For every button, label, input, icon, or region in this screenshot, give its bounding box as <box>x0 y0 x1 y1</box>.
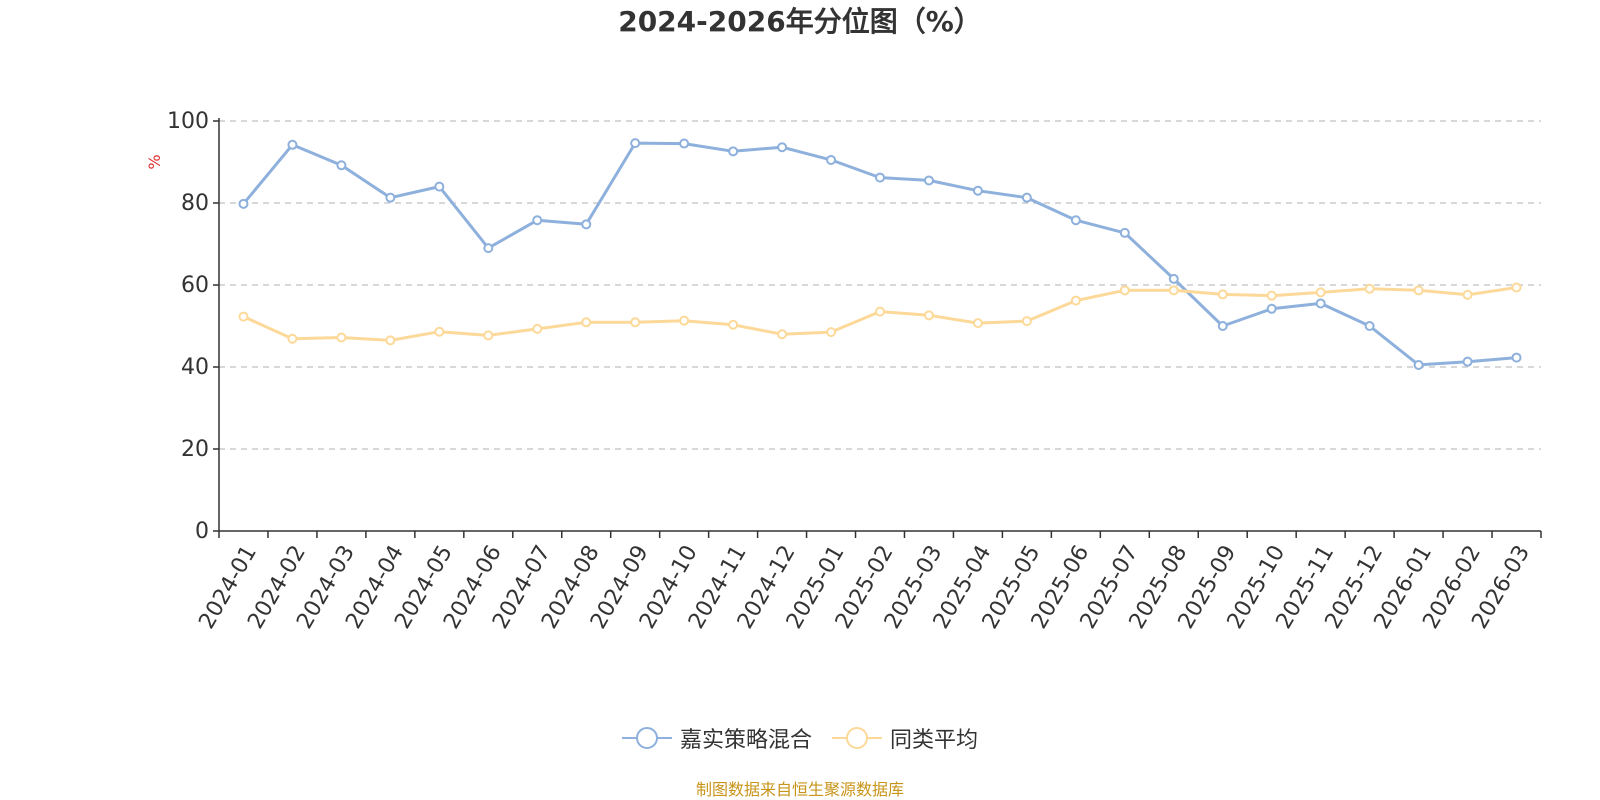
y-tick-label: 80 <box>181 191 209 216</box>
data-point-series-2 <box>923 310 934 321</box>
data-point-series-2 <box>532 323 543 334</box>
line-chart: 0204060801002024-012024-022024-032024-04… <box>145 109 1542 633</box>
legend: 嘉实策略混合 同类平均 <box>0 722 1600 754</box>
data-point-series-2 <box>679 315 690 326</box>
grid-layer <box>219 120 1541 450</box>
data-point-series-2 <box>1070 295 1081 306</box>
data-point-series-1 <box>287 139 298 150</box>
y-tick-label: 40 <box>181 355 209 380</box>
data-point-series-2 <box>238 311 249 322</box>
data-point-series-2 <box>434 326 445 337</box>
data-point-series-2 <box>875 306 885 317</box>
data-point-series-1 <box>875 172 885 183</box>
data-point-series-1 <box>581 219 592 230</box>
data-point-series-1 <box>826 154 837 165</box>
data-point-series-2 <box>1217 289 1228 300</box>
data-point-series-2 <box>1462 289 1473 300</box>
data-point-series-2 <box>287 333 298 344</box>
y-tick-label: 60 <box>181 273 209 298</box>
data-point-series-2 <box>1413 285 1424 296</box>
data-point-series-2 <box>1511 282 1522 293</box>
legend-label-series-1: 嘉实策略混合 <box>679 728 812 753</box>
data-point-series-1 <box>1364 321 1375 331</box>
data-point-series-1 <box>679 138 690 149</box>
data-point-series-1 <box>630 138 641 149</box>
data-point-series-1 <box>728 146 739 157</box>
data-point-series-2 <box>1119 285 1130 296</box>
legend-item-series-1[interactable]: 嘉实策略混合 <box>621 722 812 754</box>
data-point-series-2 <box>728 319 739 330</box>
data-point-series-1 <box>238 198 249 209</box>
data-point-series-1 <box>777 142 788 153</box>
data-point-series-2 <box>777 329 788 340</box>
legend-marker-series-2 <box>832 727 882 749</box>
data-point-series-1 <box>1070 215 1081 226</box>
y-tick-label: 100 <box>167 109 209 134</box>
data-point-series-2 <box>336 332 347 343</box>
data-point-series-2 <box>385 335 396 346</box>
data-point-series-2 <box>483 330 494 341</box>
data-point-series-1 <box>1217 321 1228 331</box>
data-point-series-1 <box>1462 356 1473 367</box>
data-point-series-1 <box>483 243 494 254</box>
data-point-series-1 <box>1413 359 1424 370</box>
data-point-series-1 <box>1266 303 1277 314</box>
data-point-series-1 <box>532 215 543 226</box>
data-point-series-2 <box>1315 287 1326 298</box>
legend-label-series-2: 同类平均 <box>890 728 979 753</box>
data-point-series-2 <box>972 318 983 329</box>
legend-marker-series-1 <box>621 727 672 749</box>
y-tick-label: 0 <box>195 519 209 544</box>
data-point-series-2 <box>1266 290 1277 301</box>
data-point-series-1 <box>972 185 983 196</box>
data-point-series-1 <box>923 175 934 186</box>
data-point-series-2 <box>1364 283 1375 294</box>
data-point-series-1 <box>1315 298 1326 309</box>
series-layer <box>238 138 1522 370</box>
legend-item-series-2[interactable]: 同类平均 <box>832 722 978 754</box>
data-point-series-1 <box>1511 352 1522 363</box>
data-point-series-2 <box>1168 285 1179 296</box>
data-point-series-2 <box>630 317 641 328</box>
y-tick-label: 20 <box>181 437 209 462</box>
data-point-series-2 <box>581 317 592 328</box>
data-point-series-1 <box>434 181 445 192</box>
data-point-series-2 <box>1021 316 1032 327</box>
data-point-series-2 <box>826 327 837 338</box>
data-point-series-1 <box>336 160 347 171</box>
y-axis-label: % <box>145 154 164 169</box>
data-point-series-1 <box>385 192 396 203</box>
chart-title: 2024-2026年分位图（%） <box>618 5 982 38</box>
data-point-series-1 <box>1168 273 1179 284</box>
data-point-series-1 <box>1119 227 1130 238</box>
data-point-series-1 <box>1021 192 1032 203</box>
source-note: 制图数据来自恒生聚源数据库 <box>695 780 904 799</box>
